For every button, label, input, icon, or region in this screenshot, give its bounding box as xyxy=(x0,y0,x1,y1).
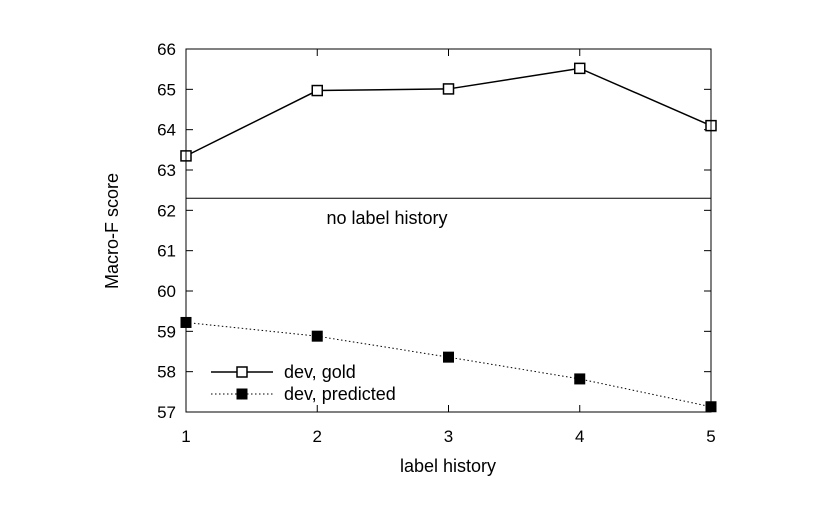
x-tick-label: 5 xyxy=(706,427,715,446)
x-tick-label: 1 xyxy=(181,427,190,446)
plot-frame xyxy=(185,48,712,413)
y-tick-label: 64 xyxy=(157,121,176,140)
y-tick-label: 65 xyxy=(157,80,176,99)
legend-label: dev, gold xyxy=(284,362,356,382)
y-axis-label: Macro-F score xyxy=(102,173,122,289)
data-point xyxy=(442,83,455,95)
y-tick-label: 61 xyxy=(157,242,176,261)
y-tick-label: 57 xyxy=(157,403,176,422)
data-point xyxy=(574,62,586,75)
legend-marker xyxy=(236,366,248,378)
y-tick-label: 62 xyxy=(157,201,176,220)
legend-marker xyxy=(236,388,248,400)
x-axis-label: label history xyxy=(400,456,496,476)
x-tick-label: 3 xyxy=(444,427,453,446)
y-tick-label: 58 xyxy=(157,363,176,382)
data-point xyxy=(443,351,454,363)
y-tick-label: 59 xyxy=(157,322,176,341)
x-tick-label: 4 xyxy=(575,427,584,446)
data-point xyxy=(311,330,323,342)
data-point xyxy=(574,373,586,385)
data-point xyxy=(311,84,323,97)
x-tick-label: 2 xyxy=(313,427,322,446)
y-tick-label: 60 xyxy=(157,282,176,301)
reference-line-label: no label history xyxy=(326,208,447,228)
legend-label: dev, predicted xyxy=(284,384,396,404)
y-tick-label: 66 xyxy=(157,40,176,59)
y-tick-label: 63 xyxy=(157,161,176,180)
